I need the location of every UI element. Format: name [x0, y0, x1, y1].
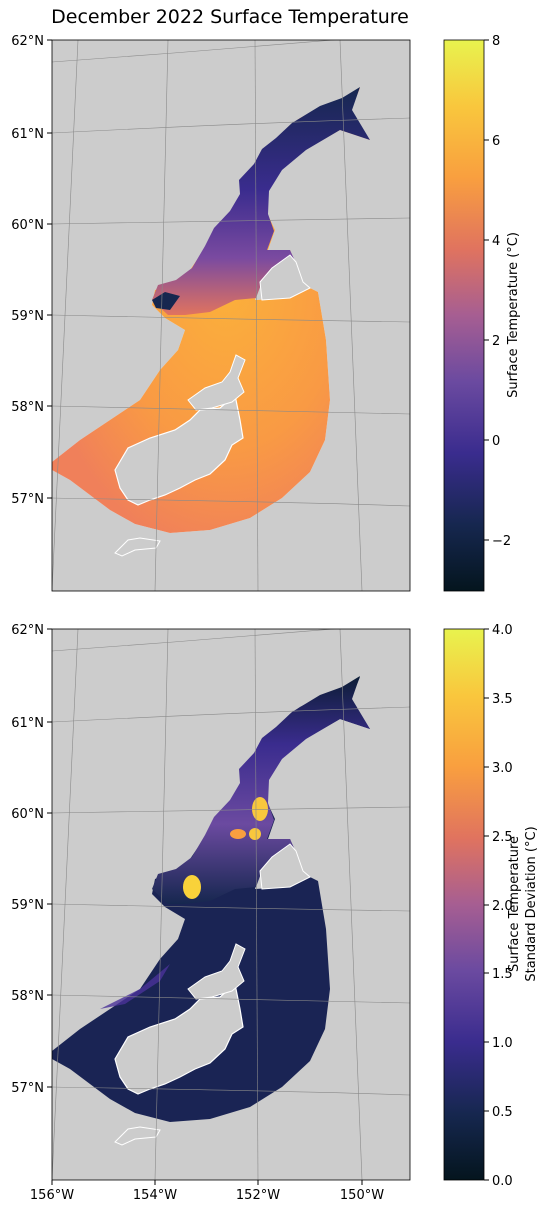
lat-axis-bottom: 62°N 61°N 60°N 59°N 58°N 57°N: [11, 623, 52, 1096]
colorbar-tick: 2.0: [492, 899, 513, 914]
lon-label: 150°W: [340, 1188, 384, 1203]
lat-label: 57°N: [11, 1081, 44, 1096]
colorbar-label-line1: Surface Temperature: [507, 836, 522, 972]
figure-title: December 2022 Surface Temperature: [51, 6, 409, 28]
colorbar-tick: 2.5: [492, 830, 513, 845]
lat-label: 61°N: [11, 127, 44, 142]
high-variability-spot: [183, 875, 201, 899]
high-variability-spot: [249, 828, 261, 840]
lat-label: 61°N: [11, 716, 44, 731]
colorbar-tick: 2: [492, 334, 500, 349]
colorbar-tick: −2: [492, 534, 511, 549]
chirikof-islands: [114, 1126, 161, 1146]
colorbar-temperature: 8 6 4 2 0 −2 Surface Temperature (°C): [443, 34, 521, 592]
lat-axis-top: 62°N 61°N 60°N 59°N 58°N 57°N: [11, 34, 52, 507]
lat-label: 58°N: [11, 400, 44, 415]
colorbar-label: Surface Temperature (°C): [506, 232, 521, 398]
cold-spot: [152, 292, 180, 310]
colorbar-tick: 6: [492, 134, 500, 149]
lat-label: 60°N: [11, 218, 44, 233]
colorbar-tick: 0: [492, 434, 500, 449]
colorbar-label-line2: Standard Deviation (°C): [524, 826, 539, 981]
high-variability-spot: [230, 829, 246, 839]
lat-label: 57°N: [11, 492, 44, 507]
lon-axis: 156°W 154°W 152°W 150°W: [30, 1180, 384, 1203]
colorbar-tick: 3.0: [492, 761, 513, 776]
colorbar-gradient: [443, 39, 485, 592]
lat-label: 59°N: [11, 309, 44, 324]
map-panel-temperature: [52, 40, 410, 591]
colorbar-tick: 8: [492, 34, 500, 49]
lat-label: 62°N: [11, 623, 44, 638]
colorbar-tick: 0.5: [492, 1105, 513, 1120]
lat-label: 60°N: [11, 807, 44, 822]
colorbar-tick: 4.0: [492, 623, 513, 638]
chirikof-islands: [114, 537, 161, 557]
map-panel-std: [52, 629, 410, 1180]
colorbar-tick: 1.0: [492, 1036, 513, 1051]
colorbar-tick: 3.5: [492, 692, 513, 707]
lon-label: 156°W: [30, 1188, 74, 1203]
colorbar-tick: 1.5: [492, 967, 513, 982]
lat-label: 58°N: [11, 989, 44, 1004]
lon-label: 154°W: [133, 1188, 177, 1203]
colorbar-tick: 4: [492, 234, 500, 249]
colorbar-gradient: [443, 628, 485, 1181]
high-variability-spot: [252, 797, 268, 821]
lat-label: 59°N: [11, 898, 44, 913]
colorbar-tick: 0.0: [492, 1174, 513, 1189]
colorbar-std: 4.0 3.5 3.0 2.5 2.0 1.5 1.0 0.5 0.0 Surf…: [443, 623, 539, 1189]
lat-label: 62°N: [11, 34, 44, 49]
lon-label: 152°W: [236, 1188, 280, 1203]
